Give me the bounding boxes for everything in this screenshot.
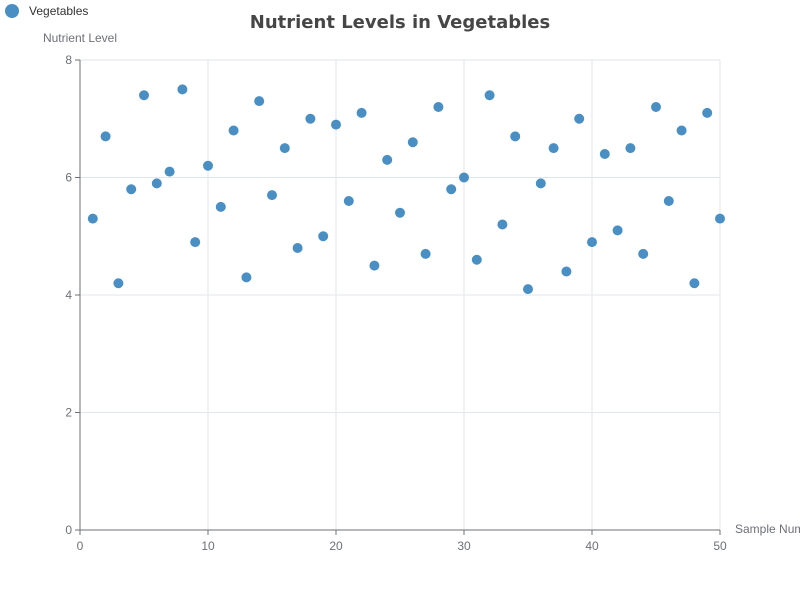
legend-label-vegetables[interactable]: Vegetables	[29, 4, 88, 18]
x-axis-label: Sample Number	[735, 522, 800, 536]
data-point[interactable]	[126, 184, 137, 195]
data-point[interactable]	[215, 201, 226, 212]
x-tick-label: 0	[77, 539, 84, 553]
data-point[interactable]	[702, 107, 713, 118]
data-point[interactable]	[599, 149, 610, 159]
y-tick-label: 2	[65, 406, 72, 420]
x-tick-label: 50	[713, 539, 727, 553]
x-tick-label: 20	[329, 539, 343, 553]
data-point[interactable]	[305, 113, 316, 124]
grid-lines	[80, 59, 721, 530]
x-tick-label: 30	[457, 539, 471, 553]
data-point[interactable]	[433, 102, 444, 112]
data-point[interactable]	[292, 243, 303, 253]
data-point[interactable]	[459, 172, 469, 183]
legend[interactable]: Vegetables	[5, 4, 88, 18]
y-tick-label: 6	[65, 171, 72, 185]
legend-marker[interactable]	[5, 4, 19, 18]
data-point[interactable]	[676, 125, 687, 136]
data-point[interactable]	[254, 96, 265, 107]
data-point[interactable]	[523, 284, 533, 295]
data-point[interactable]	[663, 196, 674, 206]
data-point[interactable]	[228, 125, 239, 136]
data-point[interactable]	[587, 237, 597, 248]
y-tick-label: 4	[65, 288, 72, 302]
data-point[interactable]	[497, 219, 508, 230]
data-point[interactable]	[369, 260, 380, 271]
data-point[interactable]	[535, 178, 546, 189]
data-point[interactable]	[343, 196, 354, 206]
data-point[interactable]	[318, 231, 329, 242]
tick-labels: 0 2 4 6 8 0 10 20 30 40 50	[65, 53, 727, 553]
y-axis-label: Nutrient Level	[43, 31, 117, 45]
data-point[interactable]	[331, 119, 341, 130]
chart-title: Nutrient Levels in Vegetables	[250, 12, 550, 33]
data-point[interactable]	[382, 154, 393, 165]
data-point[interactable]	[190, 237, 201, 248]
data-points	[87, 84, 725, 295]
data-point[interactable]	[638, 248, 649, 259]
data-point[interactable]	[612, 225, 623, 236]
data-point[interactable]	[356, 107, 367, 118]
data-point[interactable]	[420, 248, 431, 259]
data-point[interactable]	[471, 254, 482, 265]
data-point[interactable]	[241, 272, 252, 283]
data-point[interactable]	[151, 178, 162, 189]
data-point[interactable]	[561, 266, 572, 277]
data-point[interactable]	[446, 184, 457, 195]
data-point[interactable]	[548, 143, 559, 154]
data-point[interactable]	[395, 207, 405, 218]
data-point[interactable]	[689, 278, 700, 289]
data-point[interactable]	[407, 137, 418, 148]
data-point[interactable]	[100, 131, 111, 142]
data-point[interactable]	[625, 143, 636, 154]
data-point[interactable]	[484, 90, 495, 101]
data-point[interactable]	[279, 143, 290, 154]
data-point[interactable]	[113, 278, 124, 289]
y-tick-label: 8	[65, 53, 72, 67]
data-point[interactable]	[510, 131, 521, 142]
data-point[interactable]	[177, 84, 188, 95]
data-point[interactable]	[651, 102, 661, 112]
data-point[interactable]	[574, 113, 585, 124]
data-point[interactable]	[139, 90, 149, 101]
data-point[interactable]	[87, 213, 98, 224]
data-point[interactable]	[164, 166, 175, 177]
data-point[interactable]	[715, 213, 725, 224]
y-tick-label: 0	[65, 523, 72, 537]
x-tick-label: 40	[585, 539, 599, 553]
data-point[interactable]	[267, 190, 277, 201]
data-point[interactable]	[203, 160, 213, 171]
x-tick-label: 10	[201, 539, 215, 553]
